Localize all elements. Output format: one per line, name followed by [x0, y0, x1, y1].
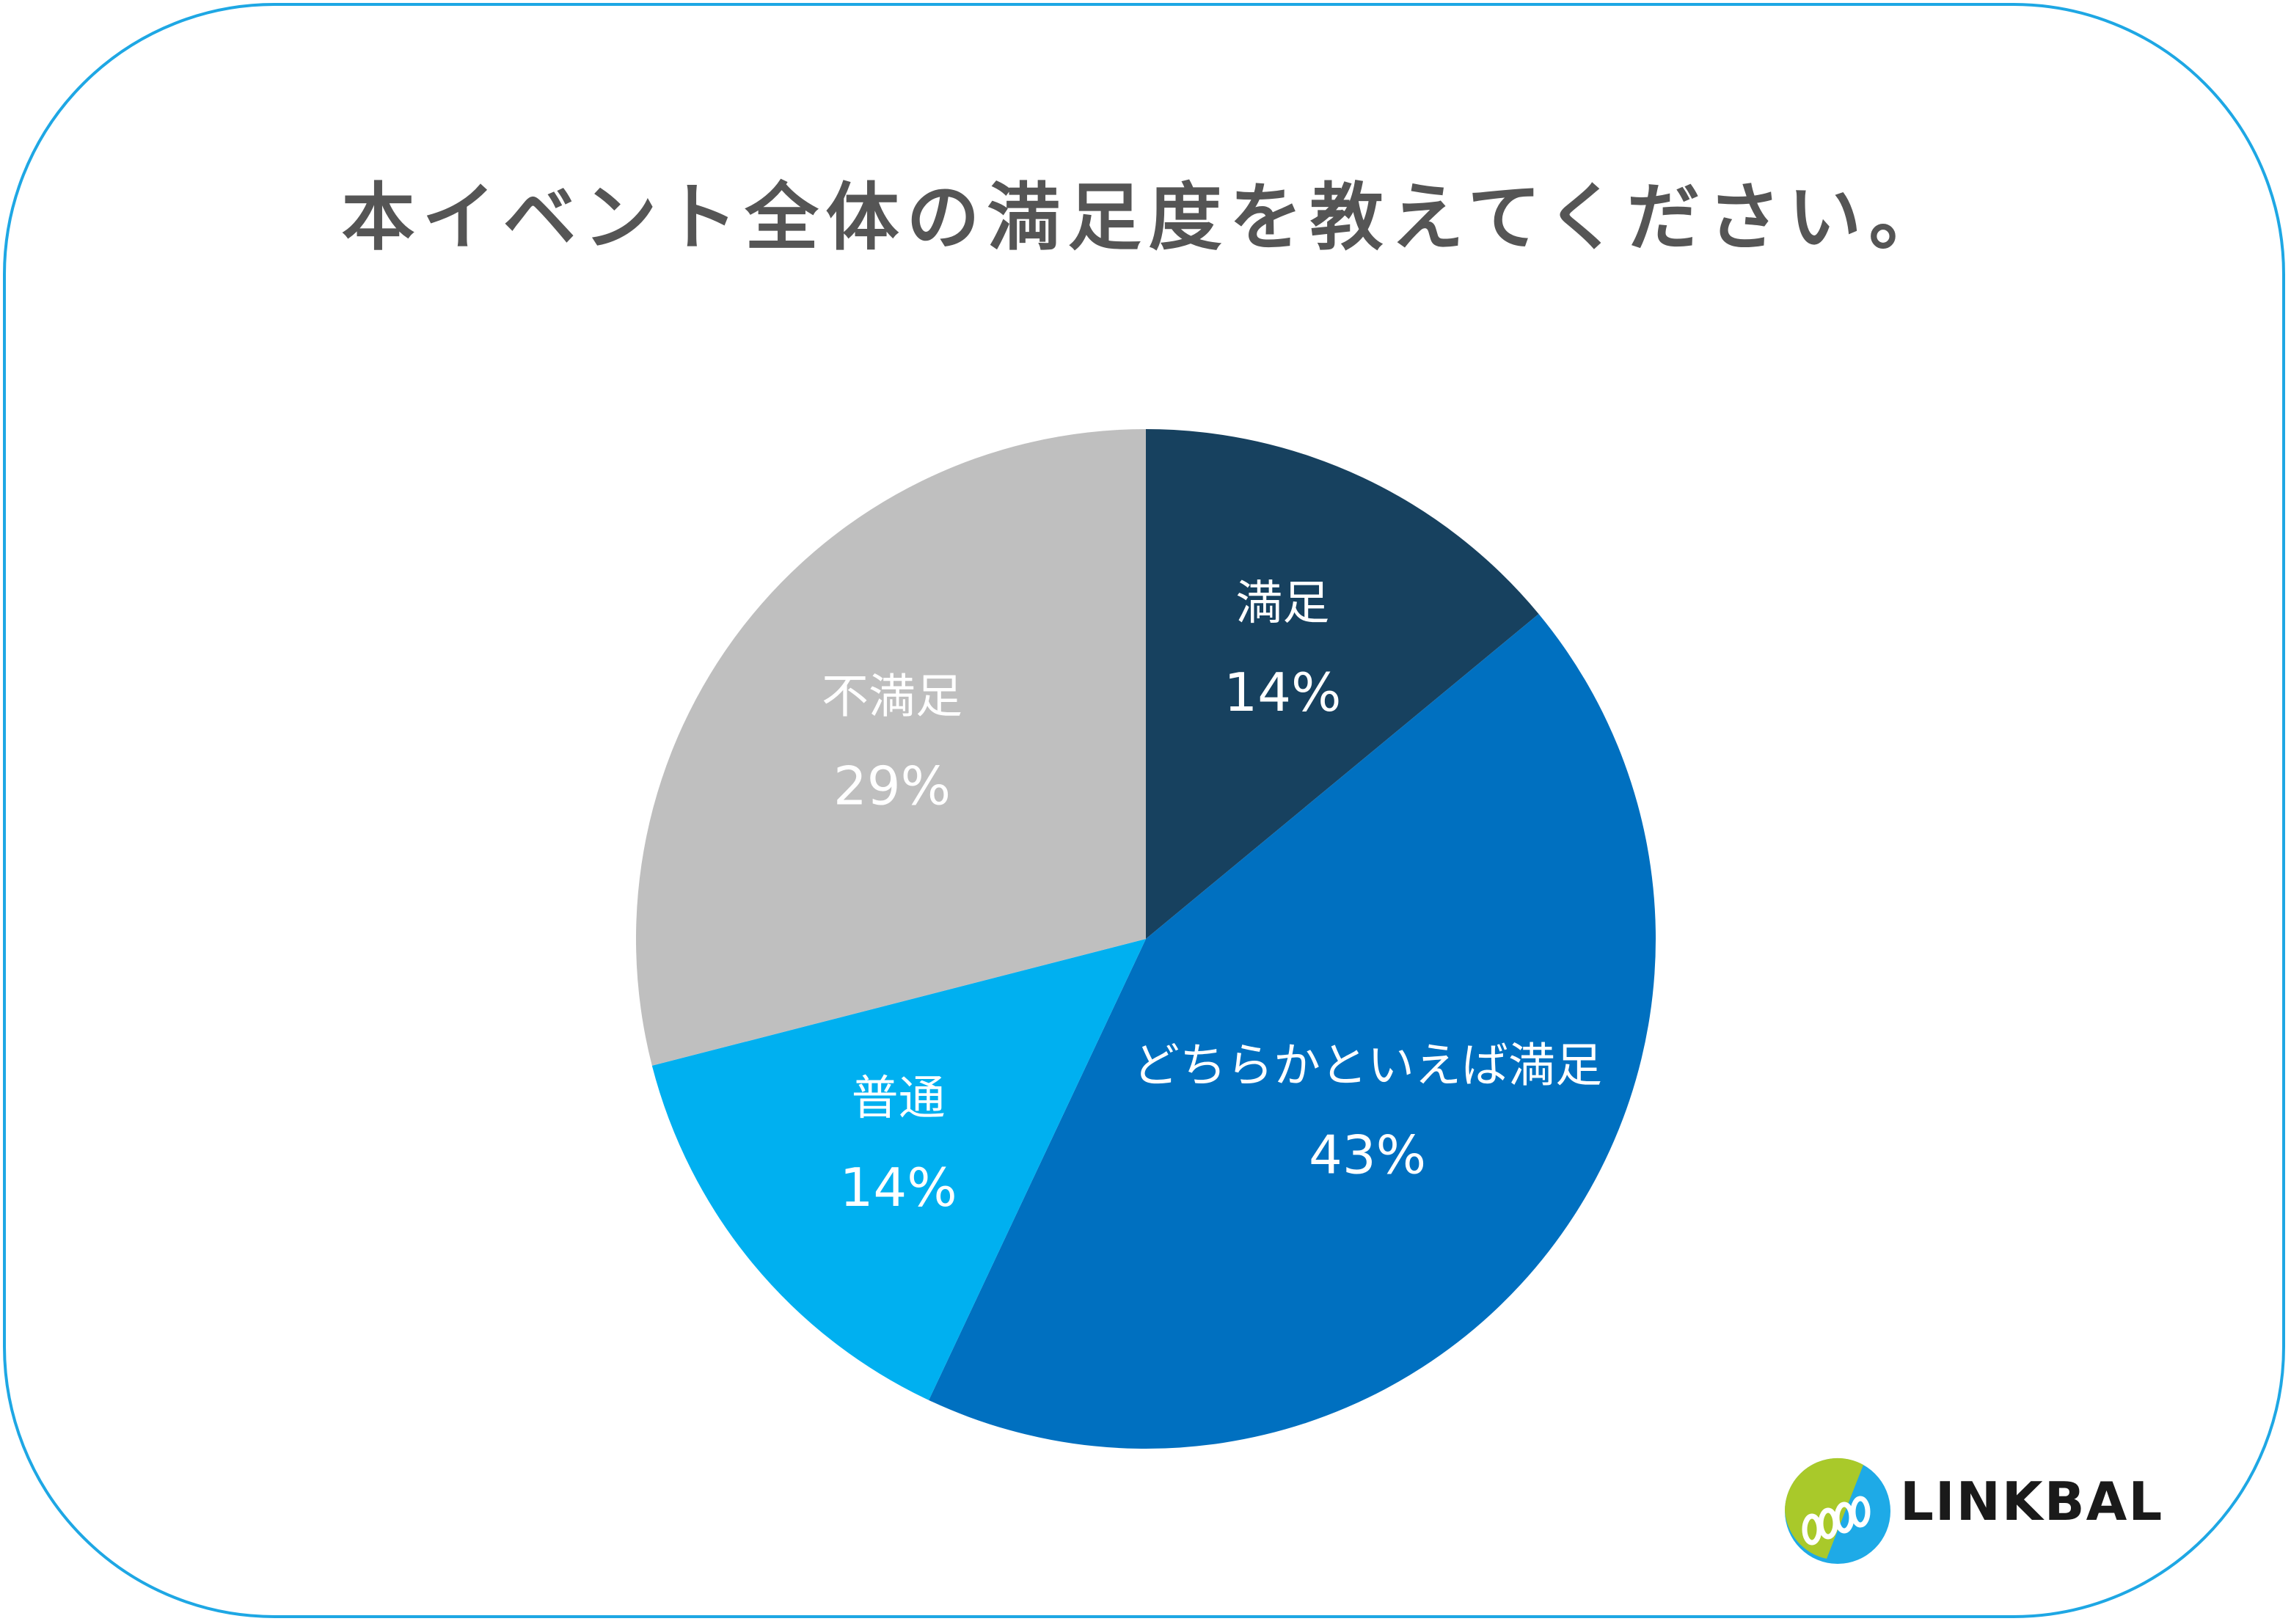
card-frame: [3, 3, 2285, 1618]
pie-slice-3: [651, 939, 1146, 1400]
pie-slice-1: [1146, 429, 1539, 939]
slice-label-category-3: 普通: [852, 1072, 946, 1126]
slice-label-category-2: どちらかといえば満足: [1133, 1039, 1602, 1093]
slice-label-value-2: 43%: [1309, 1124, 1426, 1185]
slice-label-value-1: 14%: [1224, 662, 1341, 723]
pie-slice-4: [636, 429, 1146, 1066]
linkbal-logo-icon: [1785, 1457, 1890, 1564]
linkbal-logo[interactable]: LINKBAL: [1783, 1449, 2193, 1573]
logo-brand-name: LINKBAL: [1900, 1471, 2164, 1532]
slice-label-category-4: 不満足: [822, 670, 962, 725]
slice-label-value-3: 14%: [840, 1157, 957, 1218]
chart-title: 本イベント全体の満足度を教えてください。: [341, 175, 1950, 260]
slice-label-value-4: 29%: [833, 756, 951, 817]
pie-slice-2: [929, 613, 1656, 1449]
slice-label-category-1: 満足: [1235, 577, 1329, 631]
